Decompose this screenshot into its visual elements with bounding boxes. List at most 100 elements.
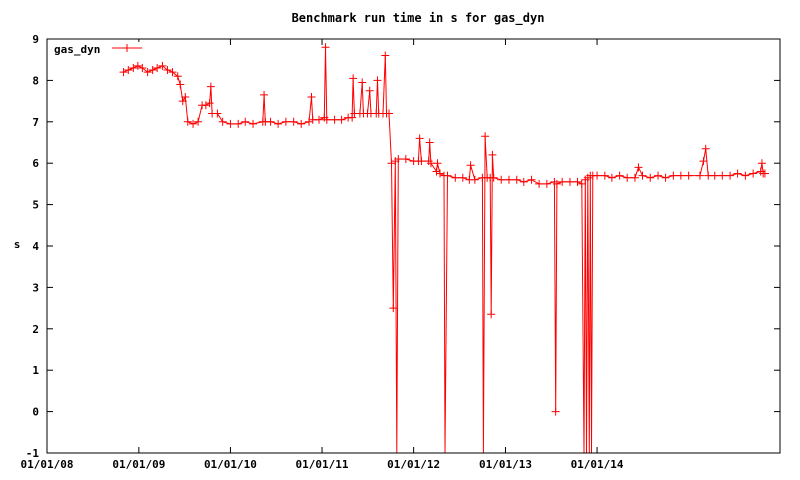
data-point (194, 117, 203, 126)
data-point (512, 175, 521, 184)
data-point (226, 119, 235, 128)
y-tick-label: 3 (32, 281, 39, 294)
data-point (481, 132, 490, 141)
data-point (669, 171, 678, 180)
legend-box (50, 42, 170, 58)
data-point (260, 90, 269, 99)
x-tick-label: 01/01/13 (479, 458, 532, 471)
data-point (153, 63, 162, 72)
chart-title: Benchmark run time in s for gas_dyn (292, 11, 545, 26)
data-point (600, 171, 609, 180)
x-tick-label: 01/01/14 (571, 458, 624, 471)
data-point (119, 68, 128, 77)
y-tick-label: 5 (32, 199, 39, 212)
x-tick-label: 01/01/12 (387, 458, 440, 471)
data-point (527, 175, 536, 184)
data-point (701, 144, 710, 153)
data-point (158, 61, 167, 70)
data-point (349, 74, 358, 83)
data-point (425, 138, 434, 147)
data-point (133, 61, 142, 70)
y-tick-label: 0 (32, 406, 39, 419)
data-point (201, 101, 210, 110)
axes: -1 0 1 2 3 4 5 6 7 8 9 01/01/08 01/01/09 01/01/10 01/0… (21, 33, 780, 471)
data-point (138, 63, 147, 72)
data-point (189, 119, 198, 128)
data-point (488, 150, 497, 159)
data-point (307, 92, 316, 101)
data-point (373, 76, 382, 85)
data-point (487, 310, 496, 319)
data-point (661, 173, 670, 182)
data-point (401, 155, 410, 164)
data-point (646, 173, 655, 182)
data-point (330, 115, 339, 124)
data-point (630, 173, 639, 182)
data-point (358, 78, 367, 87)
data-point (726, 171, 735, 180)
y-tick-label: 2 (32, 323, 39, 336)
data-point (417, 157, 426, 166)
data-point (321, 43, 330, 52)
data-point (458, 173, 467, 182)
data-point (304, 117, 313, 126)
data-point (470, 175, 479, 184)
data-point (451, 173, 460, 182)
data-point (241, 117, 250, 126)
data-point (615, 171, 624, 180)
data-point (385, 109, 394, 118)
data-point (365, 86, 374, 95)
data-point (389, 304, 398, 313)
data-point (552, 179, 561, 188)
data-point (281, 117, 290, 126)
data-point (443, 171, 452, 180)
data-point (415, 134, 424, 143)
x-tick-label: 01/01/11 (296, 458, 349, 471)
data-point (297, 119, 306, 128)
y-axis-label: s (14, 238, 21, 251)
data-point (565, 177, 574, 186)
data-point (143, 68, 152, 77)
data-point (607, 173, 616, 182)
data-point (381, 51, 390, 60)
data-point (266, 117, 275, 126)
data-point (181, 92, 190, 101)
legend: gas_dyn (50, 42, 170, 58)
data-point (249, 119, 258, 128)
data-point (289, 117, 298, 126)
data-point (684, 171, 693, 180)
data-point (274, 119, 283, 128)
data-point (593, 171, 602, 180)
data-point (535, 179, 544, 188)
data-point (433, 159, 442, 168)
data-point (551, 407, 560, 416)
data-point (183, 117, 192, 126)
data-point (741, 171, 750, 180)
data-point (394, 155, 403, 164)
data-point (322, 115, 331, 124)
data-point (757, 159, 766, 168)
data-point (577, 179, 586, 188)
data-point (218, 117, 227, 126)
data-point (497, 175, 506, 184)
data-point (387, 159, 396, 168)
y-tick-label: 7 (32, 116, 39, 129)
data-point (213, 109, 222, 118)
data-point (205, 99, 214, 108)
data-point (466, 161, 475, 170)
data-point (489, 173, 498, 182)
data-point (129, 63, 138, 72)
data-point (435, 169, 444, 178)
data-point (163, 66, 172, 75)
data-point (337, 115, 346, 124)
data-point (176, 80, 185, 89)
data-point (348, 113, 357, 122)
y-tick-label: 6 (32, 157, 39, 170)
y-tick-label: 1 (32, 364, 39, 377)
data-point (234, 119, 243, 128)
y-tick-label: -1 (26, 447, 40, 460)
y-tick-label: 9 (32, 33, 39, 46)
data-point (710, 171, 719, 180)
data-point (542, 179, 551, 188)
